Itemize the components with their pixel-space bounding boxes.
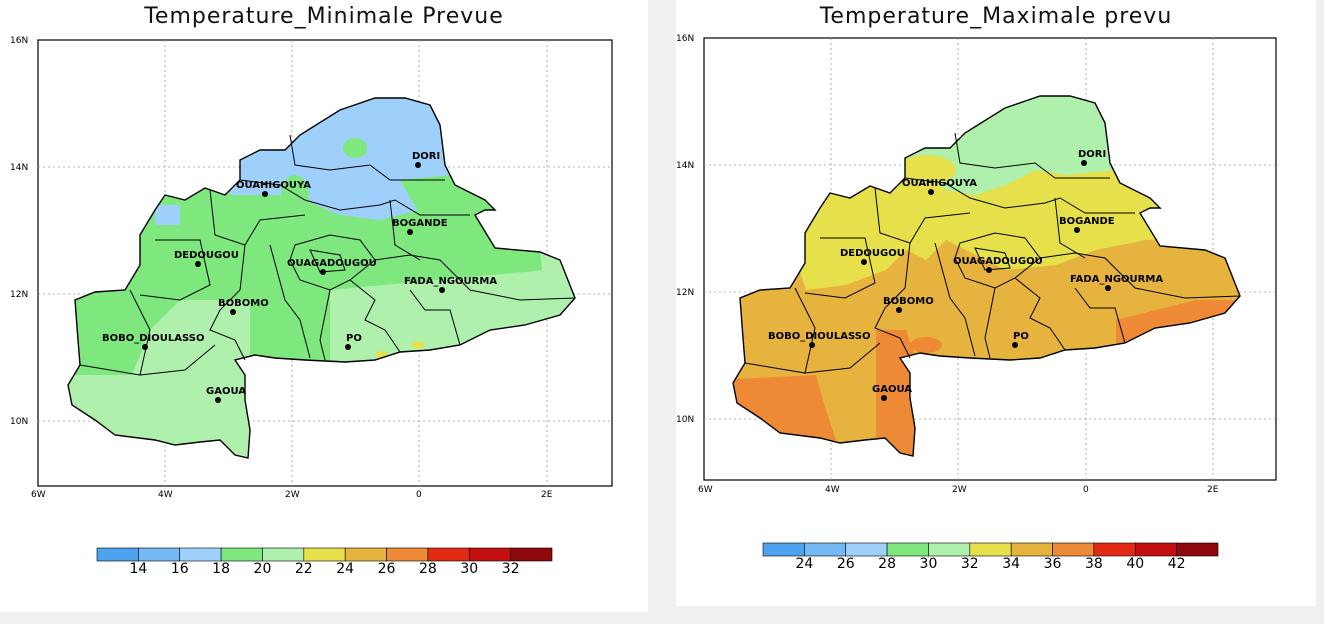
tmax-lon-label: 6W <box>698 485 713 495</box>
tmin-country-outline <box>67 97 576 459</box>
colorbar-swatch <box>1052 542 1095 557</box>
tmax-colorbar: 24 26 28 30 32 34 36 38 40 42 <box>762 542 1219 572</box>
tmin-map-panel: Temperature_Minimale Prevue <box>0 0 648 612</box>
colorbar-swatch <box>969 542 1012 557</box>
colorbar-label: 24 <box>336 561 354 577</box>
tmax-map-title: Temperature_Maximale prevu <box>819 4 1173 29</box>
colorbar-label: 20 <box>254 561 272 577</box>
colorbar-label: 42 <box>1168 556 1186 572</box>
tmax-city-label: DORI <box>1078 149 1106 160</box>
tmin-lon-label: 2E <box>541 490 553 500</box>
colorbar-swatch <box>1010 542 1053 557</box>
colorbar-label: 28 <box>419 561 437 577</box>
colorbar-swatch <box>386 547 429 562</box>
colorbar-label: 14 <box>129 561 147 577</box>
colorbar-swatch <box>804 542 847 557</box>
colorbar-label: 22 <box>295 561 313 577</box>
tmax-map-figure: DORI OUAHIGOUYA BOGANDE DEDOUGOU OUAGADO… <box>676 34 1277 572</box>
tmax-lat-label: 12N <box>676 288 694 298</box>
tmax-lon-label: 0 <box>1083 485 1089 495</box>
colorbar-label: 38 <box>1085 556 1103 572</box>
tmax-city-label: PO <box>1013 331 1029 342</box>
colorbar-swatch <box>96 547 139 562</box>
tmin-lat-label: 16N <box>10 36 28 46</box>
colorbar-label: 40 <box>1126 556 1144 572</box>
tmax-country-outline <box>732 95 1241 457</box>
tmax-lon-label: 2E <box>1207 485 1219 495</box>
tmin-lon-label: 2W <box>285 490 300 500</box>
tmin-city-label: DEDOUGOU <box>174 250 239 261</box>
tmin-lon-label: 0 <box>416 490 422 500</box>
colorbar-swatch <box>928 542 971 557</box>
colorbar-label: 18 <box>212 561 230 577</box>
tmin-map-title: Temperature_Minimale Prevue <box>144 4 504 29</box>
tmax-lat-label: 16N <box>676 34 694 44</box>
colorbar-label: 16 <box>171 561 189 577</box>
colorbar-label: 28 <box>878 556 896 572</box>
colorbar-swatch <box>845 542 888 557</box>
tmin-city-label: BOBO_DIOULASSO <box>102 333 204 344</box>
colorbar-swatch <box>1134 542 1177 557</box>
tmin-city-label: BOGANDE <box>392 218 448 229</box>
colorbar-swatch <box>1176 542 1219 557</box>
tmax-city-label: OUAGADOUGOU <box>953 256 1043 267</box>
colorbar-label: 32 <box>502 561 520 577</box>
tmin-city-label: GAOUA <box>206 386 246 397</box>
tmax-lat-label: 14N <box>676 161 694 171</box>
tmax-city-label: BOBOMO <box>883 296 934 307</box>
tmin-lon-label: 6W <box>31 490 46 500</box>
colorbar-swatch <box>179 547 222 562</box>
colorbar-label: 26 <box>837 556 855 572</box>
tmin-city-label: BOBOMO <box>218 298 269 309</box>
colorbar-label: 30 <box>920 556 938 572</box>
tmin-city-markers <box>142 162 445 403</box>
tmin-colorbar: 14 16 18 20 22 24 26 28 30 32 <box>96 547 553 577</box>
tmin-lat-label: 10N <box>10 417 28 427</box>
colorbar-swatch <box>344 547 387 562</box>
tmin-city-label: FADA_NGOURMA <box>404 276 497 287</box>
colorbar-swatch <box>220 547 263 562</box>
tmax-city-label: DEDOUGOU <box>840 248 905 259</box>
tmax-lat-label: 10N <box>676 415 694 425</box>
colorbar-swatch <box>138 547 181 562</box>
colorbar-label: 30 <box>460 561 478 577</box>
colorbar-swatch <box>303 547 346 562</box>
colorbar-swatch <box>1093 542 1136 557</box>
tmax-city-markers <box>809 160 1111 401</box>
colorbar-swatch <box>510 547 553 562</box>
colorbar-swatch <box>427 547 470 562</box>
tmin-city-label: DORI <box>412 151 440 162</box>
colorbar-swatch <box>262 547 305 562</box>
tmax-city-label: GAOUA <box>872 384 912 395</box>
tmin-city-label: OUAHIGOUYA <box>236 180 311 191</box>
tmax-city-label: OUAHIGOUYA <box>902 178 977 189</box>
tmax-map-panel: Temperature_Maximale prevu <box>676 0 1316 606</box>
tmin-region-borders <box>79 134 576 376</box>
colorbar-label: 36 <box>1044 556 1062 572</box>
tmax-city-label: BOGANDE <box>1059 216 1115 227</box>
colorbar-label: 26 <box>378 561 396 577</box>
tmax-lon-label: 4W <box>825 485 840 495</box>
tmax-lon-label: 2W <box>952 485 967 495</box>
colorbar-label: 34 <box>1002 556 1020 572</box>
tmin-lat-label: 14N <box>10 163 28 173</box>
colorbar-swatch <box>886 542 929 557</box>
colorbar-swatch <box>762 542 805 557</box>
colorbar-label: 24 <box>795 556 813 572</box>
tmax-region-borders <box>744 132 1241 374</box>
colorbar-label: 32 <box>961 556 979 572</box>
colorbar-swatch <box>468 547 511 562</box>
tmin-lat-label: 12N <box>10 290 28 300</box>
tmin-city-label: OUAGADOUGOU <box>287 258 377 269</box>
tmin-city-label: PO <box>346 333 362 344</box>
tmax-city-label: BOBO_DIOULASSO <box>768 331 870 342</box>
tmin-lon-label: 4W <box>158 490 173 500</box>
tmax-city-label: FADA_NGOURMA <box>1070 274 1163 285</box>
tmin-map-figure: DORI OUAHIGOUYA BOGANDE DEDOUGOU OUAGADO… <box>10 36 613 577</box>
